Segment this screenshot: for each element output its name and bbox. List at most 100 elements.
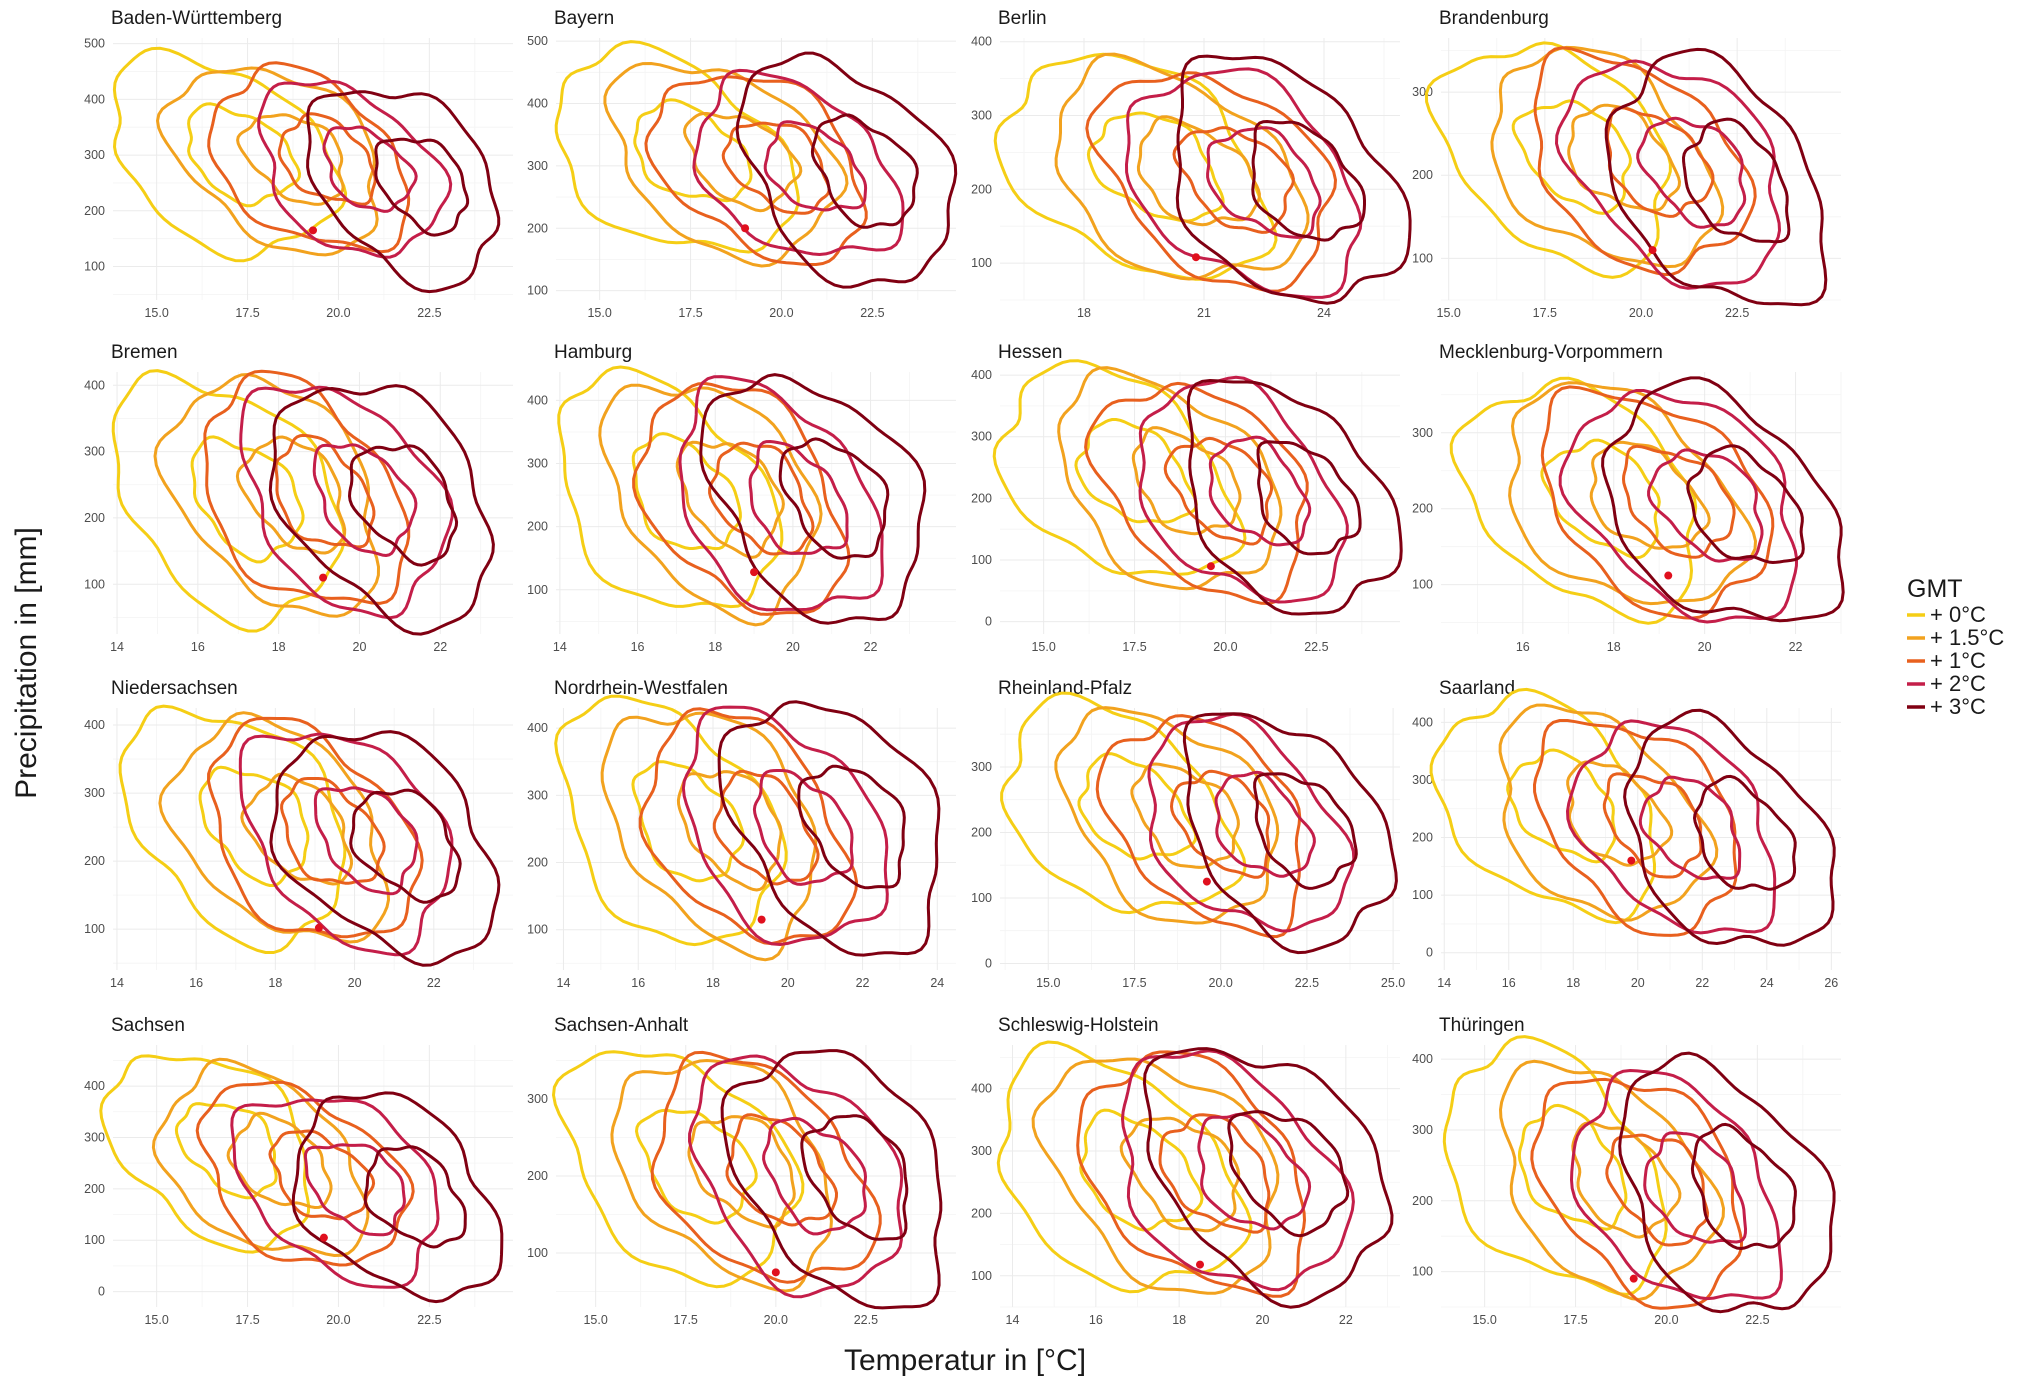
x-tick-label: 22 xyxy=(1695,976,1709,990)
contour-inner xyxy=(174,1102,278,1200)
contour-outer xyxy=(1570,1069,1783,1301)
contour-inner xyxy=(683,112,803,213)
legend-label: + 1.5°C xyxy=(1930,625,2004,650)
panel-title: Bremen xyxy=(111,342,178,363)
y-tick-label: 200 xyxy=(971,1206,992,1220)
y-tick-label: 300 xyxy=(84,445,105,459)
contour-inner xyxy=(725,1113,838,1227)
contour-outer xyxy=(118,704,347,954)
contour-inner xyxy=(348,444,459,567)
x-tick-label: 22 xyxy=(427,976,441,990)
observed-point xyxy=(1627,856,1636,865)
y-tick-label: 100 xyxy=(84,922,105,936)
contour-outer xyxy=(269,730,501,967)
observed-point xyxy=(1629,1274,1638,1283)
y-tick-label: 100 xyxy=(527,1246,548,1260)
x-tick-label: 14 xyxy=(110,640,124,654)
y-tick-label: 400 xyxy=(1412,715,1433,729)
x-tick-label: 20.0 xyxy=(764,1313,788,1327)
contour-inner xyxy=(187,102,301,208)
y-tick-label: 200 xyxy=(527,1169,548,1183)
contour-inner xyxy=(721,121,831,215)
contour-outer xyxy=(735,51,958,289)
contour-outer xyxy=(1498,703,1719,922)
observed-point xyxy=(1206,562,1215,571)
x-tick-label: 20 xyxy=(353,640,367,654)
contour-inner xyxy=(235,435,347,555)
x-tick-label: 18 xyxy=(1566,976,1580,990)
x-tick-label: 15.0 xyxy=(144,306,168,320)
contour-inner xyxy=(280,777,386,885)
contour-inner xyxy=(631,760,745,883)
panel-title: Hessen xyxy=(998,342,1062,363)
contour-outer xyxy=(1186,379,1403,616)
contour-outer xyxy=(1508,381,1757,606)
panel-title: Sachsen-Anhalt xyxy=(554,1015,689,1036)
x-tick-label: 18 xyxy=(272,640,286,654)
contour-inner xyxy=(349,788,462,904)
x-tick-label: 17.5 xyxy=(674,1313,698,1327)
x-tick-label: 22.5 xyxy=(1745,1313,1769,1327)
x-tick-label: 16 xyxy=(1089,1313,1103,1327)
facet-panel: 15.0 17.5 20.0 22.5 100 200 300 400 500 Baden-Wür… xyxy=(84,8,513,320)
x-tick-label: 20.0 xyxy=(769,306,793,320)
y-tick-label: 400 xyxy=(971,35,992,49)
contour-outer xyxy=(268,384,495,636)
x-tick-label: 24 xyxy=(1317,306,1331,320)
x-tick-label: 22.5 xyxy=(854,1313,878,1327)
legend-label: + 3°C xyxy=(1930,694,1986,719)
contour-outer xyxy=(111,369,346,633)
panel-title: Mecklenburg-Vorpommern xyxy=(1439,342,1663,363)
y-tick-label: 300 xyxy=(1412,1123,1433,1137)
contour-outer xyxy=(1442,1035,1668,1296)
x-tick-label: 14 xyxy=(553,640,567,654)
x-tick-label: 20 xyxy=(1698,640,1712,654)
x-tick-label: 20.0 xyxy=(326,1313,350,1327)
contour-inner xyxy=(631,432,742,551)
contour-inner xyxy=(1540,438,1661,560)
contour-inner xyxy=(1131,426,1242,536)
contour-inner xyxy=(322,125,418,213)
contour-outer xyxy=(1084,381,1309,605)
x-tick-label: 22.5 xyxy=(1725,306,1749,320)
y-tick-label: 500 xyxy=(84,37,105,51)
observed-point xyxy=(750,568,759,577)
observed-point xyxy=(1196,1260,1204,1269)
y-tick-label: 200 xyxy=(1412,502,1433,516)
contour-inner xyxy=(708,441,815,556)
contour-inner xyxy=(1158,1113,1271,1234)
contour-outer xyxy=(195,1080,415,1267)
x-tick-label: 17.5 xyxy=(235,306,259,320)
contour-outer xyxy=(1076,1050,1306,1298)
x-tick-label: 18 xyxy=(1077,306,1091,320)
x-tick-label: 20.0 xyxy=(326,306,350,320)
contour-outer xyxy=(156,66,379,257)
contour-inner xyxy=(1605,1133,1709,1247)
x-tick-label: 15.0 xyxy=(1472,1313,1496,1327)
y-tick-label: 100 xyxy=(971,256,992,270)
y-tick-label: 400 xyxy=(527,393,548,407)
contour-inner xyxy=(1119,1116,1241,1233)
y-tick-label: 300 xyxy=(527,457,548,471)
y-tick-label: 0 xyxy=(1426,946,1433,960)
x-tick-label: 22 xyxy=(864,640,878,654)
panel-title: Niedersachsen xyxy=(111,678,238,699)
contour-outer xyxy=(1533,46,1757,277)
y-tick-label: 200 xyxy=(971,182,992,196)
contour-outer xyxy=(993,52,1278,281)
contour-inner xyxy=(1208,435,1312,547)
x-tick-label: 16 xyxy=(189,976,203,990)
contour-outer xyxy=(632,381,851,616)
y-tick-label: 0 xyxy=(98,1285,105,1299)
contour-outer xyxy=(230,1098,440,1289)
contour-inner xyxy=(1643,1131,1747,1244)
contour-outer xyxy=(1125,67,1363,299)
legend-label: + 2°C xyxy=(1930,671,1986,696)
contour-outer xyxy=(207,61,411,254)
contour-inner xyxy=(797,764,906,890)
panel-title: Thüringen xyxy=(1439,1015,1525,1036)
x-tick-label: 24 xyxy=(1760,976,1774,990)
contour-outer xyxy=(1429,687,1656,925)
contour-outer xyxy=(112,46,348,263)
observed-point xyxy=(757,915,766,924)
